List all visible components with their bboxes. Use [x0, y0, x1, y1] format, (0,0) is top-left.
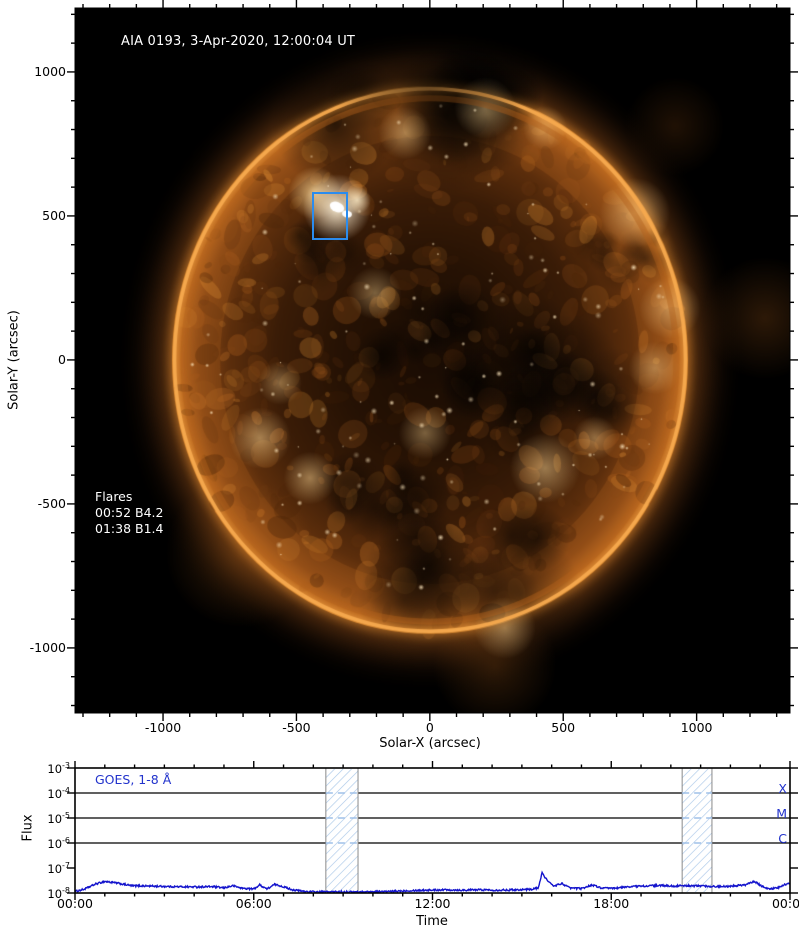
flare-annotation: Flares 00:52 B4.2 01:38 B1.4: [95, 489, 163, 537]
solar-y-tick-label: -1000: [29, 639, 66, 655]
flare-entry: 00:52 B4.2: [95, 505, 164, 520]
solar-x-tick-label: -1000: [144, 720, 182, 735]
solar-x-axis-label: Solar-X (arcsec): [379, 736, 481, 751]
xray-class-x-label: X: [778, 781, 787, 796]
solar-x-tick-label: 500: [551, 720, 576, 735]
xray-class-m-label: M: [776, 806, 787, 821]
flux-tick-label: 10-5: [47, 811, 70, 826]
time-tick-label: 00:00: [56, 896, 94, 911]
solar-x-tick-label: 1000: [680, 720, 713, 735]
time-tick-label: 12:00: [414, 896, 451, 911]
time-tick-label: 00:00: [771, 896, 799, 911]
solar-x-tick-label: -500: [282, 720, 311, 735]
time-axis-label: Time: [416, 914, 448, 929]
xray-class-c-label: C: [778, 831, 787, 846]
solar-y-tick-label: 1000: [34, 63, 66, 79]
solar-y-tick-label: -500: [37, 495, 66, 511]
solar-y-tick-label: 0: [58, 351, 66, 367]
time-tick-label: 18:00: [593, 896, 630, 911]
sun-image: [75, 8, 790, 713]
flux-tick-label: 10-3: [47, 761, 70, 776]
flux-tick-label: 10-7: [47, 861, 70, 876]
solar-x-tick-label: 0: [425, 720, 434, 735]
time-tick-label: 06:00: [235, 896, 272, 911]
solar-y-tick-label: 500: [42, 207, 66, 223]
goes-flux-curve: [74, 870, 791, 894]
flare-heading: Flares: [95, 489, 133, 504]
aia-image-plot: AIA 0193, 3-Apr-2020, 12:00:04 UT Flares…: [75, 8, 790, 713]
active-region-fov-box: [311, 192, 348, 240]
aia-title: AIA 0193, 3-Apr-2020, 12:00:04 UT: [121, 34, 356, 49]
flux-tick-label: 10-6: [47, 836, 70, 851]
flux-tick-label: 10-8: [47, 886, 70, 901]
goes-series-label: GOES, 1-8 Å: [95, 772, 172, 787]
flux-tick-label: 10-4: [47, 786, 70, 801]
flare-entry: 01:38 B1.4: [95, 521, 164, 536]
